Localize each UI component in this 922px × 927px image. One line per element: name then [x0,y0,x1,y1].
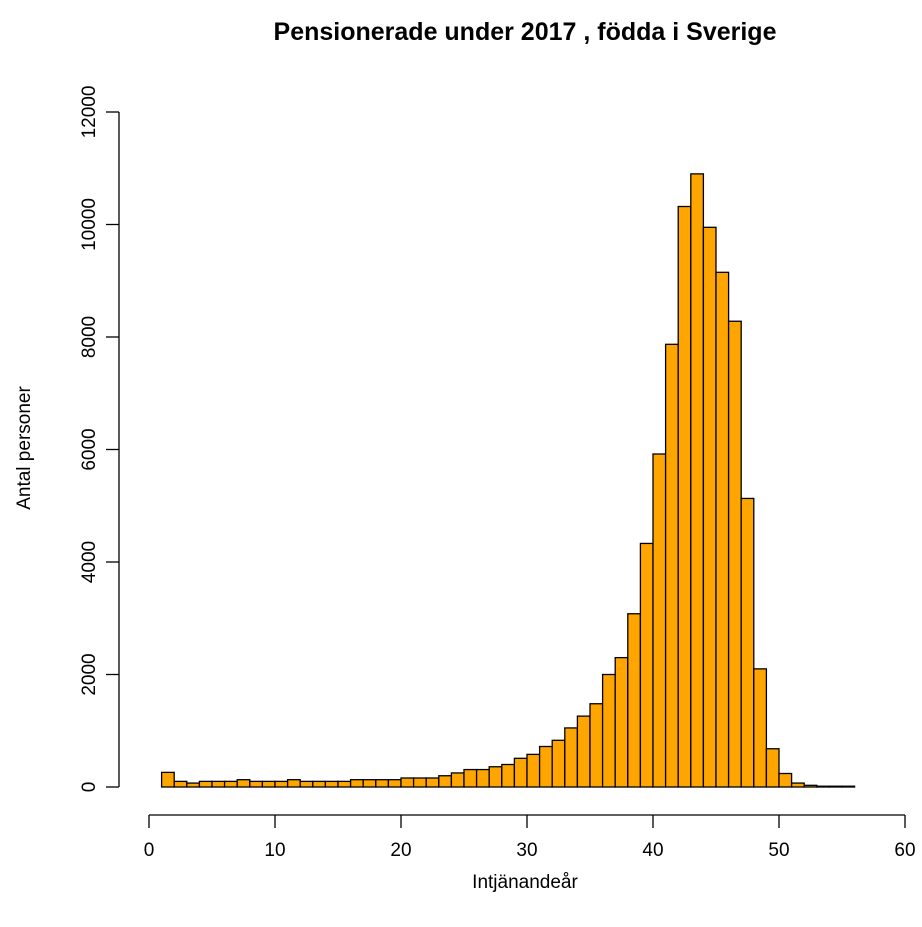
histogram-bar-38-39 [627,613,642,788]
y-axis: 0 2000 4000 6000 8000 10000 12000 [79,86,120,793]
histogram-bar-47-48 [740,497,755,788]
histogram-bar-34-35 [576,715,591,788]
histogram-bar-33-34 [564,727,579,788]
histogram-bar-14-15 [324,780,339,788]
histogram-bar-9-10 [261,780,276,788]
x-tick-label-60: 60 [894,840,915,861]
histogram-bar-4-5 [198,780,213,788]
histogram-bar-20-21 [400,777,415,788]
histogram-bar-26-27 [475,768,490,788]
x-axis-label: Intjänandeår [472,872,578,893]
x-tick-label-30: 30 [516,840,537,861]
x-tick-label-40: 40 [642,840,663,861]
histogram-bar-21-22 [412,777,427,788]
histogram-bar-46-47 [727,320,742,788]
y-tick-label-4000: 4000 [79,541,100,583]
histogram-bar-36-37 [601,673,616,788]
histogram-bar-6-7 [223,780,238,788]
bars-group [160,173,856,788]
histogram-bar-13-14 [312,780,327,788]
histogram-bar-22-23 [425,777,440,788]
histogram-bar-12-13 [299,780,314,788]
histogram-bar-32-33 [551,739,566,788]
histogram-bar-44-45 [702,226,717,788]
histogram-bar-54-55 [828,785,843,788]
histogram-bar-55-56 [841,785,856,788]
histogram-bar-23-24 [438,775,453,788]
histogram-bar-42-43 [677,205,692,788]
histogram-bar-15-16 [337,780,352,788]
histogram-bar-19-20 [387,779,402,788]
histogram-bar-39-40 [639,542,654,788]
histogram-bar-5-6 [211,780,226,788]
y-tick-label-6000: 6000 [79,428,100,470]
histogram-bar-3-4 [186,782,201,788]
histogram-bar-30-31 [526,753,541,788]
histogram-bar-45-46 [715,271,730,788]
histogram-bar-43-44 [690,173,705,788]
histogram-bar-40-41 [652,453,667,788]
histogram-bar-37-38 [614,656,629,788]
histogram-bar-1-2 [160,771,175,788]
histogram-bar-2-3 [173,780,188,788]
x-tick-label-20: 20 [390,840,411,861]
x-tick-label-50: 50 [768,840,789,861]
histogram-bar-50-51 [778,772,793,788]
y-tick-label-12000: 12000 [79,86,100,139]
y-axis-label: Antal personer [14,386,35,510]
histogram-bar-52-53 [803,784,818,788]
x-axis: 0 10 20 30 40 50 60 [144,814,916,861]
histogram-bar-49-50 [765,748,780,788]
y-tick-label-0: 0 [79,782,100,793]
histogram-bar-10-11 [274,780,289,788]
x-tick-label-0: 0 [144,840,155,861]
histogram-bar-18-19 [375,779,390,788]
histogram-bar-53-54 [816,785,831,788]
histogram-bar-24-25 [450,772,465,788]
histogram-bar-51-52 [790,782,805,788]
histogram-bar-41-42 [664,343,679,788]
histogram-bar-16-17 [349,779,364,788]
histogram-bar-31-32 [538,745,553,788]
histogram-bar-25-26 [463,768,478,788]
y-tick-label-10000: 10000 [79,198,100,251]
histogram-bar-8-9 [249,780,264,788]
histogram-bar-17-18 [362,779,377,788]
histogram-bar-29-30 [513,757,528,788]
histogram-bar-48-49 [753,668,768,788]
x-tick-label-10: 10 [264,840,285,861]
histogram-bar-7-8 [236,779,251,788]
histogram-bar-28-29 [501,763,516,788]
chart-title: Pensionerade under 2017 , födda i Sverig… [274,18,777,46]
y-tick-label-2000: 2000 [79,653,100,695]
histogram-bar-11-12 [286,779,301,788]
histogram-bar-35-36 [589,703,604,788]
histogram-bar-27-28 [488,766,503,788]
y-tick-label-8000: 8000 [79,316,100,358]
